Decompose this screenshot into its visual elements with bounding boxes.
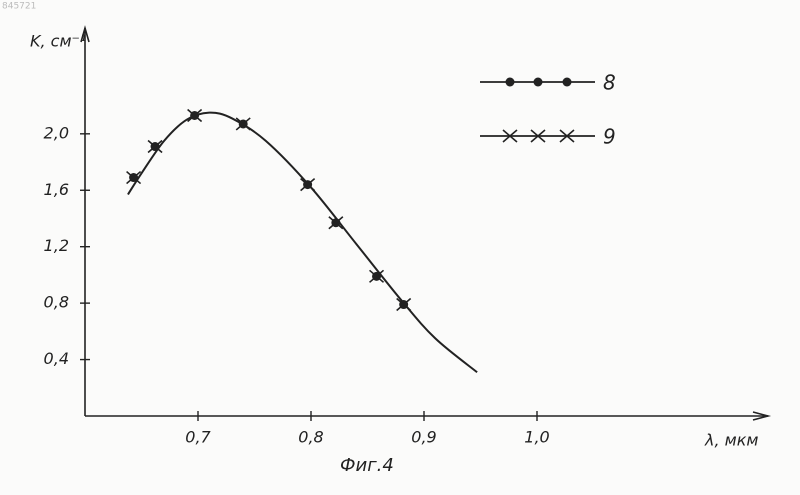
caption: Фиг.4 [340,455,394,476]
legend-label: 9 [603,125,616,149]
x-tick-label: 1,0 [524,428,549,447]
y-tick-label: 2,0 [44,123,69,142]
chart: 845721 K, см⁻¹ λ, мкм Фиг.4 0,4 0,8 1,2 1,6… [0,0,800,495]
legend-label: 8 [603,71,616,95]
x-tick-label: 0,8 [298,428,323,447]
y-tick-label: 0,8 [44,293,69,312]
x-tick-label: 0,9 [411,428,436,447]
y-tick-label: 1,6 [44,180,69,199]
document-number: 845721 [2,2,36,12]
x-axis-label: λ, мкм [704,431,758,450]
x-tick-label: 0,7 [185,428,211,447]
y-tick-label: 0,4 [44,349,69,368]
y-axis-label: K, см⁻¹ [30,32,86,51]
point-dot [534,78,543,87]
point-dot [506,78,515,87]
curve [128,113,477,373]
y-tick-label: 1,2 [44,236,69,255]
point-dot [563,78,572,87]
